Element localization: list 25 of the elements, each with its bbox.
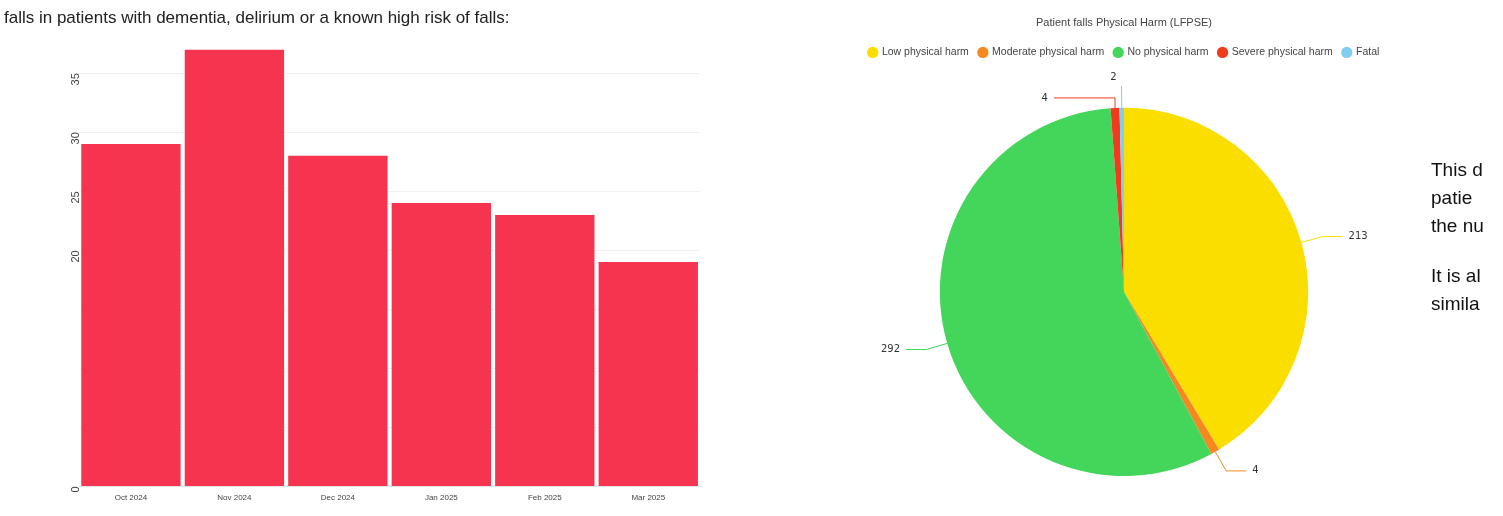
text: It is al simila: [1431, 264, 1482, 316]
x-tick-label: Feb 2025: [527, 493, 563, 503]
x-tick-label: Nov 2024: [217, 493, 253, 503]
x-tick-label: Oct 2024: [114, 493, 148, 503]
x-tick-label: Dec 2024: [320, 493, 356, 503]
y-tick-label: 25: [69, 191, 82, 204]
x-tick-label: Mar 2025: [631, 493, 666, 503]
y-tick-label: 20: [69, 250, 82, 263]
chart-title: falls in patients with dementia, delirium or a known high risk of falls:: [4, 8, 510, 28]
legend-label: Fatal: [1355, 45, 1380, 58]
legend-label: Moderate physical harm: [992, 45, 1105, 58]
legend-label: Low physical harm: [881, 45, 970, 58]
data-label: 2: [1110, 71, 1117, 83]
data-label: 213: [1348, 230, 1368, 242]
text: This d patie the nu: [1431, 158, 1484, 238]
legend-label: Severe physical harm: [1231, 45, 1333, 58]
data-label: 292: [880, 343, 901, 355]
data-label: 4: [1041, 91, 1048, 103]
legend-label: No physical harm: [1127, 45, 1209, 58]
y-tick-label: 0: [69, 486, 82, 493]
y-tick-label: 30: [69, 132, 82, 145]
x-tick-label: Jan 2025: [424, 493, 459, 503]
y-tick-label: 35: [69, 73, 82, 86]
chart-title: Patient falls Physical Harm (LFPSE): [1035, 15, 1213, 28]
data-label: 4: [1252, 464, 1259, 476]
